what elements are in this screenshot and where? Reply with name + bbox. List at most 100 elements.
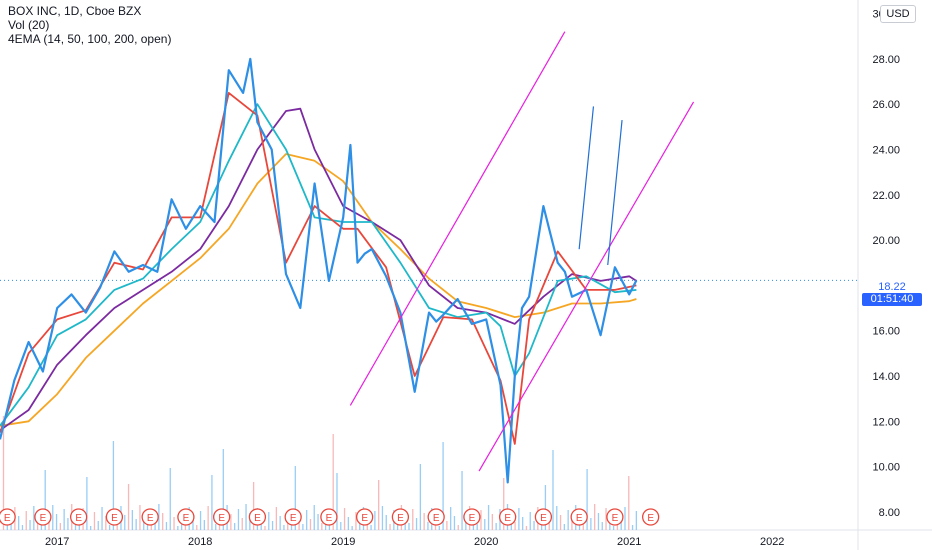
earnings-marker: [391, 508, 410, 526]
volume-bar: [317, 514, 319, 530]
volume-bar: [63, 509, 65, 530]
volume-bar: [487, 505, 490, 530]
volume-bar: [196, 525, 198, 530]
volume-bar: [567, 510, 569, 530]
legend-ema: 4EMA (14, 50, 100, 200, open): [8, 32, 172, 46]
earnings-marker: [177, 508, 195, 526]
volume-bar: [249, 513, 251, 530]
earnings-marker: [642, 508, 660, 526]
earnings-marker-label: E: [290, 513, 297, 524]
earnings-marker: [105, 508, 124, 526]
earnings-marker-label: E: [218, 513, 225, 524]
volume-bar: [582, 523, 584, 530]
volume-bar: [2, 416, 5, 530]
volume-bar: [571, 519, 573, 530]
volume-bar: [105, 516, 107, 530]
earnings-marker-label: E: [326, 513, 333, 524]
earnings-marker-label: E: [75, 513, 82, 524]
volume-bar: [25, 511, 27, 530]
earnings-marker: [498, 508, 517, 526]
earnings-marker: [141, 508, 159, 526]
volume-bar: [48, 519, 50, 530]
volume-bar: [279, 516, 281, 530]
volume-bar: [309, 519, 312, 530]
y-tick-label: 16.00: [872, 326, 900, 338]
channel-line-1: [349, 31, 566, 406]
volume-bar: [491, 514, 494, 530]
channel-line-2: [478, 101, 695, 472]
currency-button[interactable]: USD: [880, 5, 916, 23]
volume-bar: [10, 521, 12, 530]
volume-bar: [275, 507, 278, 530]
volume-bar: [442, 442, 444, 530]
volume-bar: [302, 524, 304, 530]
volume-bar: [525, 526, 528, 530]
volume-bar: [628, 476, 630, 530]
volume-bar: [21, 525, 24, 530]
earnings-marker: [212, 508, 231, 526]
volume-bar: [631, 525, 634, 530]
y-tick-label: 24.00: [872, 144, 900, 156]
y-tick-label: 14.00: [872, 371, 900, 383]
y-tick-label: 28.00: [872, 54, 900, 66]
volume-bar: [230, 514, 232, 530]
volume-bar: [313, 505, 315, 530]
volume-bar: [385, 515, 387, 530]
volume-bar: [158, 504, 160, 530]
volume-bar: [241, 518, 243, 530]
volume-bar: [612, 526, 615, 530]
volume-bar: [389, 524, 391, 530]
volume-bar: [169, 468, 171, 530]
volume-bar: [438, 526, 440, 530]
volume-bar: [139, 505, 141, 530]
earnings-marker-label: E: [397, 513, 404, 524]
volume-bar: [52, 505, 54, 530]
trend-line-1: [578, 106, 595, 250]
volume-bar: [374, 511, 376, 530]
volume-bar: [112, 441, 115, 530]
earnings-marker: [427, 508, 445, 526]
volume-bar: [552, 450, 554, 530]
earnings-marker: [0, 508, 16, 526]
earnings-marker: [355, 508, 374, 526]
volume-bar: [165, 522, 168, 530]
y-tick-label: 12.00: [872, 416, 900, 428]
volume-bar: [108, 525, 111, 530]
volume-bar: [127, 484, 130, 530]
volume-bar: [252, 482, 255, 530]
x-tick-label: 2020: [474, 536, 498, 548]
volume-bar: [503, 478, 505, 530]
volume-bar: [343, 508, 346, 530]
volume-bar: [173, 517, 175, 530]
volume-bar: [465, 520, 467, 530]
earnings-marker-label: E: [4, 513, 11, 524]
y-tick-label: 8.00: [879, 507, 900, 519]
y-tick-label: 10.00: [872, 462, 900, 474]
volume-bar: [33, 506, 35, 530]
earnings-marker: [248, 508, 267, 526]
earnings-marker-label: E: [147, 513, 154, 524]
volume-bar: [86, 477, 88, 530]
volume-bar: [544, 485, 547, 530]
earnings-marker-label: E: [612, 513, 619, 524]
volume-bar: [203, 520, 206, 530]
earnings-marker: [70, 508, 88, 526]
earnings-marker-label: E: [540, 513, 547, 524]
y-tick-label: 20.00: [872, 235, 900, 247]
earnings-marker: [34, 508, 52, 526]
countdown-label: 01:51:40: [862, 293, 922, 306]
volume-bar: [412, 509, 414, 530]
volume-bar: [594, 504, 596, 530]
x-tick-label: 2018: [188, 536, 212, 548]
y-tick-label: 26.00: [872, 99, 900, 111]
series-line-ema50: [0, 103, 637, 427]
volume-bar: [101, 507, 103, 530]
earnings-marker-label: E: [361, 513, 368, 524]
volume-bar: [419, 464, 422, 530]
volume-bar: [245, 504, 247, 530]
series-line-ema200: [0, 153, 637, 427]
earnings-marker: [320, 508, 338, 526]
volume-bar: [461, 471, 463, 530]
volume-bar: [427, 522, 429, 530]
